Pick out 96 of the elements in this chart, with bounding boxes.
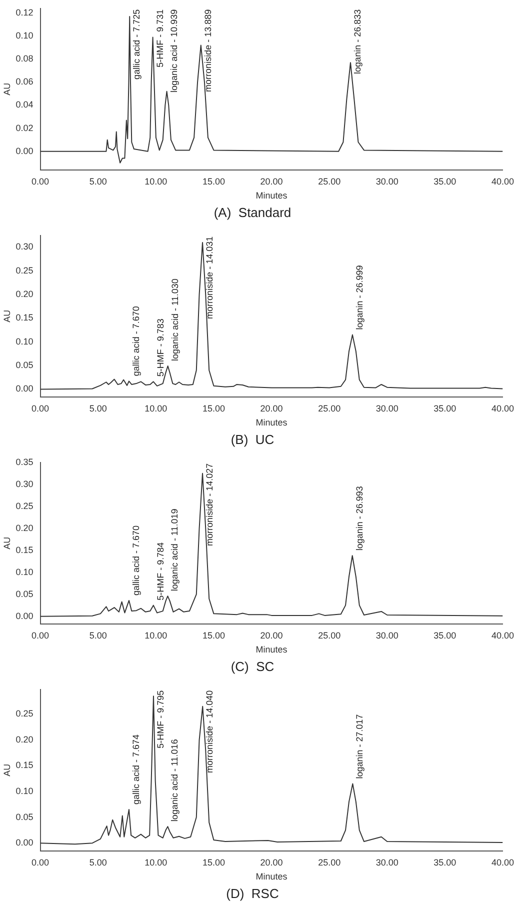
y-tick-label: 0.05 <box>16 812 34 822</box>
x-tick-label: 5.00 <box>89 404 107 414</box>
annotation: 5-HMF - 9.784 <box>155 542 166 600</box>
y-tick-label: 0.15 <box>16 544 34 555</box>
x-tick-label: 5.00 <box>89 630 107 641</box>
y-tick-label: 0.25 <box>16 265 34 276</box>
y-tick-label: 0.00 <box>16 610 34 621</box>
x-tick-label: 10.00 <box>144 176 168 187</box>
x-tick-label: 30.00 <box>376 630 398 641</box>
y-tick-label: 0.20 <box>16 289 34 300</box>
y-tick-label: 0.02 <box>16 122 34 133</box>
x-tick-label: 0.00 <box>32 858 50 868</box>
y-tick-label: 0.04 <box>16 100 34 110</box>
x-tick-label: 0.00 <box>32 404 50 414</box>
x-tick-label: 35.00 <box>434 176 456 187</box>
x-axis-title: Minutes <box>256 644 288 654</box>
x-tick-label: 20.00 <box>260 858 283 868</box>
y-tick-label: 0.10 <box>16 786 34 796</box>
annotation: gallic acid - 7.670 <box>130 306 141 376</box>
annotation: morroniside - 13.889 <box>202 9 213 92</box>
y-tick-label: 0.00 <box>16 838 34 848</box>
y-tick-label: 0.30 <box>16 478 34 489</box>
x-tick-label: 35.00 <box>434 858 456 868</box>
y-axis-title: AU <box>2 82 12 96</box>
x-tick-label: 25.00 <box>318 858 341 868</box>
annotation: 5-HMF - 9.783 <box>155 318 166 377</box>
x-tick-label: 20.00 <box>260 404 283 414</box>
y-tick-label: 0.15 <box>16 760 34 770</box>
y-tick-label: 0.10 <box>16 30 34 41</box>
annotation: gallic acid - 7.670 <box>130 525 141 596</box>
x-tick-label: 20.00 <box>260 176 283 187</box>
x-axis-title: Minutes <box>256 871 288 882</box>
y-axis-title: AU <box>2 764 12 776</box>
x-tick-label: 15.00 <box>202 404 225 414</box>
x-axis-title: Minutes <box>256 417 288 428</box>
x-tick-label: 25.00 <box>318 404 341 414</box>
text: (B) UC <box>230 432 274 447</box>
x-tick-label: 35.00 <box>434 404 456 414</box>
x-tick-label: 30.00 <box>376 404 398 414</box>
annotation: 5-HMF - 9.795 <box>155 690 166 748</box>
x-tick-label: 40.00 <box>491 630 514 641</box>
x-tick-label: 15.00 <box>202 858 225 868</box>
y-tick-label: 0.35 <box>16 456 34 467</box>
x-tick-label: 10.00 <box>144 630 168 641</box>
x-tick-label: 0.00 <box>32 630 50 641</box>
y-tick-label: 0.05 <box>16 588 34 599</box>
x-tick-label: 10.00 <box>144 858 168 868</box>
y-axis-title: AU <box>2 536 12 550</box>
annotation: loganic acid - 11.019 <box>170 508 180 592</box>
x-tick-label: 5.00 <box>89 176 107 187</box>
x-tick-label: 35.00 <box>434 630 456 641</box>
annotation: gallic acid - 7.725 <box>132 9 142 80</box>
y-tick-label: 0.08 <box>16 54 34 64</box>
y-tick-label: 0.00 <box>16 384 34 394</box>
x-tick-label: 40.00 <box>491 176 514 187</box>
x-tick-label: 40.00 <box>491 404 514 414</box>
annotation: morroniside - 14.027 <box>204 463 214 546</box>
y-tick-label: 0.20 <box>16 522 34 533</box>
x-tick-label: 40.00 <box>491 858 514 868</box>
annotation: morroniside - 14.040 <box>204 690 215 773</box>
y-tick-label: 0.00 <box>16 146 34 156</box>
annotation: loganic acid - 10.939 <box>168 9 179 92</box>
y-tick-label: 0.20 <box>16 734 34 744</box>
y-tick-label: 0.12 <box>16 7 34 18</box>
annotation: loganin - 26.833 <box>352 9 362 74</box>
y-tick-label: 0.06 <box>16 76 34 87</box>
x-tick-label: 10.00 <box>144 404 168 414</box>
y-axis-title: AU <box>2 310 12 322</box>
annotation: loganic acid - 11.016 <box>170 739 180 822</box>
x-tick-label: 15.00 <box>202 176 225 187</box>
annotation: gallic acid - 7.674 <box>130 734 141 805</box>
text: (D) RSC <box>226 886 279 901</box>
text: (A) Standard <box>214 204 292 220</box>
x-tick-label: 15.00 <box>202 630 225 641</box>
x-tick-label: 5.00 <box>89 858 107 868</box>
y-tick-label: 0.30 <box>16 242 34 252</box>
x-tick-label: 30.00 <box>376 176 398 187</box>
y-tick-label: 0.10 <box>16 566 34 577</box>
annotation: loganic acid - 11.030 <box>170 278 180 362</box>
y-tick-label: 0.05 <box>16 360 34 370</box>
annotation: 5-HMF - 9.731 <box>154 9 165 68</box>
text: (C) SC <box>230 658 274 674</box>
y-tick-label: 0.15 <box>16 312 34 323</box>
x-tick-label: 0.00 <box>32 176 50 187</box>
y-tick-label: 0.25 <box>16 708 34 719</box>
annotation: loganin - 26.993 <box>354 486 364 551</box>
x-tick-label: 30.00 <box>376 858 398 868</box>
x-axis-title: Minutes <box>256 190 288 200</box>
y-tick-label: 0.10 <box>16 336 34 346</box>
annotation: morroniside - 14.031 <box>204 236 214 319</box>
y-tick-label: 0.25 <box>16 500 34 511</box>
x-tick-label: 25.00 <box>318 630 341 641</box>
x-tick-label: 20.00 <box>260 630 283 641</box>
x-tick-label: 25.00 <box>318 176 341 187</box>
annotation: loganin - 26.999 <box>354 265 364 330</box>
annotation: loganin - 27.017 <box>354 714 365 779</box>
